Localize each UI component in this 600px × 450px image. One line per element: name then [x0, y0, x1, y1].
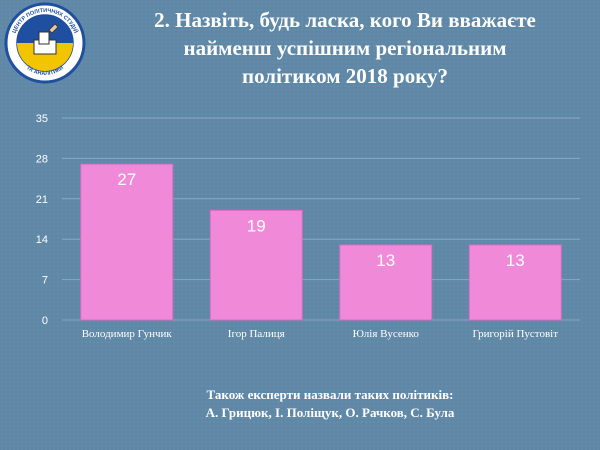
y-tick-label: 7 — [42, 275, 48, 287]
data-label: 13 — [506, 251, 525, 270]
x-category-label: Ігор Палиця — [228, 328, 285, 340]
title-line-2: найменш успішним регіональним — [183, 36, 507, 60]
footnote-line-2: А. Грицюк, І. Поліщук, О. Рачков, С. Бул… — [205, 405, 455, 420]
title-line-1: 2. Назвіть, будь ласка, кого Ви вважаєте — [154, 8, 536, 32]
bar-chart: 0 7 14 21 28 35 27 Володимир Гунчик 19 Ігор Палиц… — [36, 113, 580, 340]
organization-logo: ЦЕНТР ПОЛІТИЧНИХ СТУДІЙ ТА АНАЛІТИКИ — [4, 2, 86, 84]
data-label: 27 — [117, 170, 136, 189]
bar — [209, 209, 303, 321]
bar — [80, 163, 174, 321]
y-tick-label: 0 — [42, 315, 48, 327]
bar — [468, 244, 562, 321]
chart-title: 2. Назвіть, будь ласка, кого Ви вважаєте… — [110, 6, 580, 90]
footnote: Також експерти назвали таких політиків: … — [110, 386, 550, 422]
x-category-label: Григорій Пустовіт — [472, 328, 558, 340]
y-tick-label: 28 — [36, 153, 48, 165]
y-tick-label: 14 — [36, 234, 48, 246]
y-tick-label: 21 — [36, 194, 48, 206]
bar — [339, 244, 433, 321]
x-category-label: Юлія Вусенко — [353, 328, 420, 340]
title-line-3: політиком 2018 року? — [241, 64, 449, 88]
footnote-line-1: Також експерти назвали таких політиків: — [206, 387, 454, 402]
data-label: 13 — [376, 251, 395, 270]
x-category-label: Володимир Гунчик — [82, 328, 173, 340]
y-tick-label: 35 — [36, 113, 48, 125]
data-label: 19 — [247, 216, 266, 235]
